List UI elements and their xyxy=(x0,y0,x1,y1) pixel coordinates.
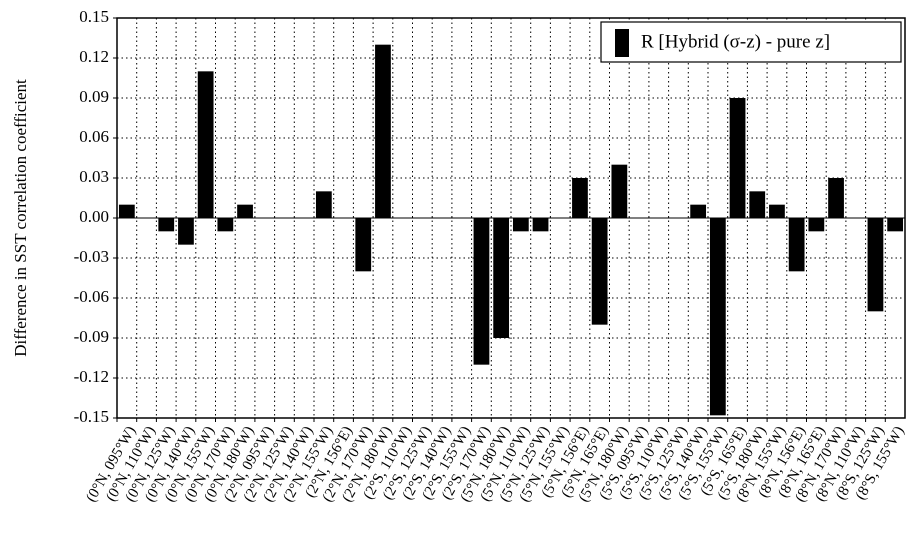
y-tick-label: -0.12 xyxy=(74,367,109,386)
y-tick-label: -0.15 xyxy=(74,407,109,426)
y-tick-label: 0.00 xyxy=(79,207,109,226)
legend-box xyxy=(600,21,902,63)
legend-swatch xyxy=(615,29,629,57)
plot-frame xyxy=(116,17,906,419)
bar xyxy=(690,204,707,218)
bar xyxy=(237,204,253,218)
y-tick-label: -0.06 xyxy=(74,287,109,306)
bar xyxy=(611,164,628,218)
bar xyxy=(493,218,510,338)
bar xyxy=(749,191,766,218)
bar xyxy=(532,218,549,232)
legend-label: R [Hybrid (σ-z) - pure z] xyxy=(641,31,830,52)
bar xyxy=(788,218,805,272)
bar xyxy=(512,218,529,232)
bar xyxy=(591,218,608,325)
y-tick-label: 0.06 xyxy=(79,127,109,146)
y-axis-title: Difference in SST correlation coefficien… xyxy=(11,79,30,357)
bar xyxy=(867,218,884,312)
bar xyxy=(118,204,135,218)
bar xyxy=(178,218,194,245)
bar xyxy=(315,191,332,218)
bar xyxy=(375,44,391,218)
bar xyxy=(709,218,726,416)
y-tick-label: -0.03 xyxy=(74,247,109,266)
bar xyxy=(729,98,746,218)
y-tick-label: 0.12 xyxy=(79,47,109,66)
bar xyxy=(355,218,372,272)
bar xyxy=(158,218,175,232)
bar xyxy=(808,218,825,232)
bar xyxy=(828,178,844,218)
bar xyxy=(473,218,490,365)
bar xyxy=(887,218,904,232)
y-tick-label: -0.09 xyxy=(74,327,109,346)
bar xyxy=(197,71,214,218)
y-tick-label: 0.15 xyxy=(79,7,109,26)
bar xyxy=(769,204,785,218)
bar xyxy=(572,178,588,218)
bar xyxy=(217,218,234,232)
y-tick-label: 0.03 xyxy=(79,167,109,186)
y-tick-label: 0.09 xyxy=(79,87,109,106)
